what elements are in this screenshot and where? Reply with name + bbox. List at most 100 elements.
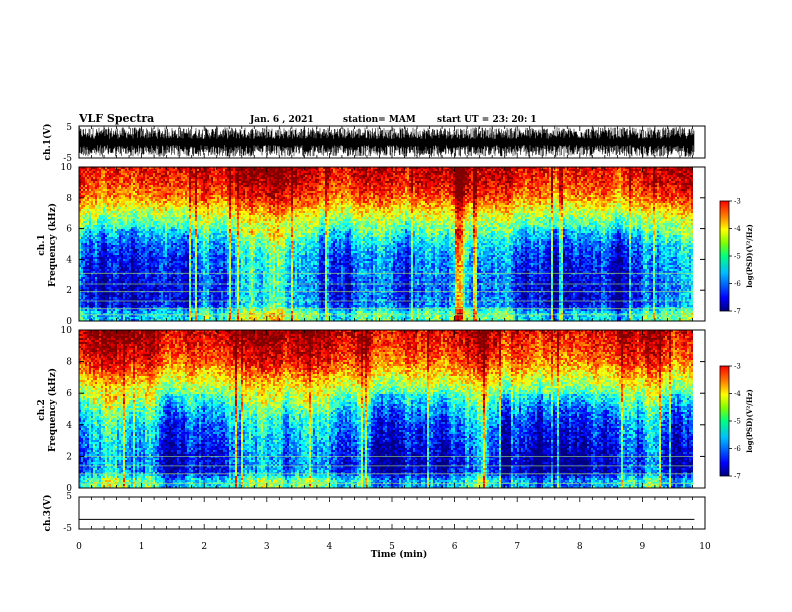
spectrogram-cell [177,175,179,177]
spectrogram-cell [387,179,389,181]
spectrogram-cell [487,191,489,193]
spectrogram-cell [413,191,415,193]
spectrogram-cell [529,183,531,185]
spectrogram-cell [503,173,505,175]
spectrogram-cell [263,189,265,191]
spectrogram-cell [347,183,349,185]
spectrogram-cell [523,183,525,185]
spectrogram-cell [437,175,439,177]
spectrogram-cell [89,183,91,185]
spectrogram-cell [455,183,457,185]
spectrogram-cell [375,179,377,181]
spectrogram-cell [571,175,573,177]
spectrogram-cell [99,169,101,171]
spectrogram-cell [523,179,525,181]
spectrogram-cell [613,177,615,179]
spectrogram-cell [293,183,295,185]
spectrogram-cell [471,175,473,177]
spectrogram-cell [639,179,641,181]
spectrogram-cell [405,185,407,187]
spectrogram-cell [469,183,471,185]
spectrogram-cell [109,187,111,189]
spectrogram-cell [647,179,649,181]
spectrogram-cell [227,171,229,173]
spectrogram-cell [573,175,575,177]
spectrogram-cell [387,169,389,171]
spectrogram-cell [121,171,123,173]
spectrogram-cell [611,175,613,177]
spectrogram-cell [107,177,109,179]
spectrogram-cell [629,181,631,183]
spectrogram-cell [489,169,491,171]
spectrogram-cell [209,179,211,181]
spectrogram-cell [421,179,423,181]
spectrogram-cell [599,183,601,185]
spectrogram-cell [435,177,437,179]
spectrogram-cell [227,179,229,181]
spectrogram-cell [399,187,401,189]
spectrogram-cell [361,191,363,193]
spectrogram-cell [551,169,553,171]
spectrogram-cell [169,169,171,171]
spectrogram-cell [455,181,457,183]
spectrogram-cell [303,171,305,173]
spectrogram-cell [453,175,455,177]
spectrogram-cell [231,179,233,181]
spectrogram-cell [331,169,333,171]
spectrogram-cell [179,175,181,177]
spectrogram-cell [123,169,125,171]
spectrogram-cell [553,185,555,187]
spectrogram-cell [379,181,381,183]
spectrogram-cell [137,187,139,189]
spectrogram-cell [423,173,425,175]
spectrogram-cell [481,183,483,185]
spectrogram-cell [495,189,497,191]
spectrogram-cell [511,189,513,191]
spectrogram-cell [377,173,379,175]
spectrogram-cell [305,179,307,181]
spectrogram-cell [359,191,361,193]
spectrogram-cell [203,189,205,191]
spectrogram-cell [387,181,389,183]
spectrogram-cell [565,171,567,173]
spectrogram-cell [533,185,535,187]
spectrogram-cell [371,183,373,185]
spectrogram-cell [575,177,577,179]
spectrogram-cell [557,181,559,183]
spectrogram-cell [303,183,305,185]
spectrogram-cell [181,177,183,179]
spectrogram-cell [129,171,131,173]
spectrogram-cell [171,185,173,187]
spectrogram-cell [577,175,579,177]
spectrogram-cell [345,177,347,179]
spectrogram-cell [135,173,137,175]
spectrogram-cell [441,189,443,191]
spectrogram-cell [409,173,411,175]
spectrogram-cell [291,171,293,173]
spectrogram-cell [287,175,289,177]
spectrogram-cell [267,185,269,187]
spectrogram-cell [111,189,113,191]
spectrogram-cell [679,175,681,177]
spectrogram-cell [555,183,557,185]
spectrogram-cell [95,175,97,177]
spectrogram-cell [403,179,405,181]
spectrogram-cell [431,169,433,171]
spectrogram-cell [283,171,285,173]
spectrogram-cell [381,179,383,181]
spectrogram-cell [375,187,377,189]
spectrogram-cell [571,189,573,191]
spectrogram-cell [181,173,183,175]
spectrogram-cell [637,173,639,175]
spectrogram-cell [149,177,151,179]
spectrogram-cell [223,173,225,175]
spectrogram-cell [451,189,453,191]
spectrogram-cell [159,179,161,181]
spectrogram-cell [197,187,199,189]
spectrogram-cell [651,181,653,183]
spectrogram-cell [307,187,309,189]
spectrogram-cell [193,169,195,171]
spectrogram-cell [657,175,659,177]
spectrogram-cell [561,173,563,175]
spectrogram-cell [605,185,607,187]
